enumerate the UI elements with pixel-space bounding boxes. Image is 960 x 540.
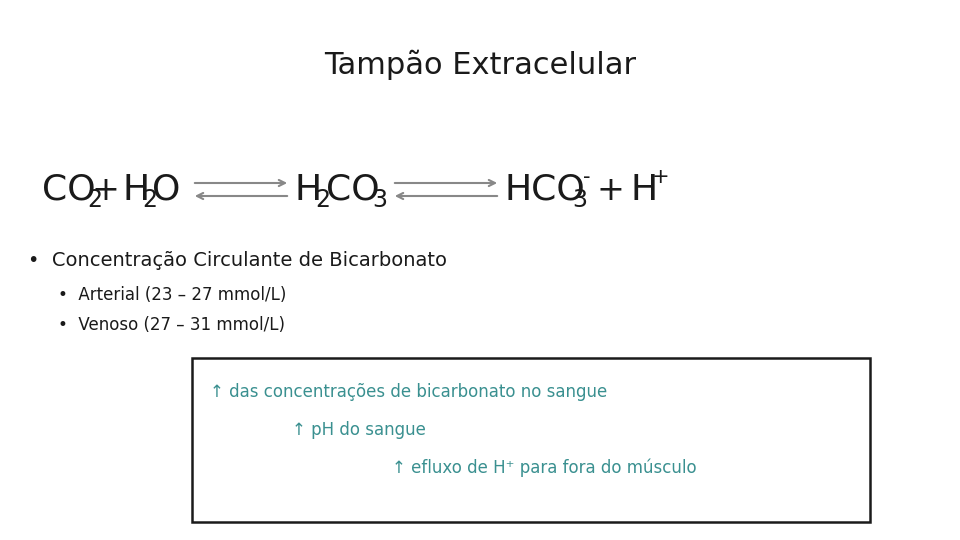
- Text: •  Arterial (23 – 27 mmol/L): • Arterial (23 – 27 mmol/L): [58, 286, 286, 304]
- Text: 2: 2: [87, 188, 102, 212]
- Text: H: H: [630, 173, 658, 207]
- Text: 2: 2: [142, 188, 157, 212]
- Text: •  Concentração Circulante de Bicarbonato: • Concentração Circulante de Bicarbonato: [28, 251, 447, 269]
- Text: +: +: [596, 173, 624, 206]
- Text: ↑ das concentrações de bicarbonato no sangue: ↑ das concentrações de bicarbonato no sa…: [210, 383, 608, 401]
- Text: CO: CO: [326, 173, 379, 207]
- Text: HCO: HCO: [505, 173, 586, 207]
- Text: CO: CO: [42, 173, 96, 207]
- Text: H: H: [295, 173, 323, 207]
- Text: +: +: [652, 167, 670, 187]
- Text: •  Venoso (27 – 31 mmol/L): • Venoso (27 – 31 mmol/L): [58, 316, 285, 334]
- Text: 2: 2: [315, 188, 330, 212]
- Text: Tampão Extracelular: Tampão Extracelular: [324, 50, 636, 80]
- Text: +: +: [91, 173, 119, 206]
- Text: ↑ pH do sangue: ↑ pH do sangue: [292, 421, 426, 439]
- Bar: [192, 358, 870, 522]
- Text: ↑ efluxo de H⁺ para fora do músculo: ↑ efluxo de H⁺ para fora do músculo: [392, 459, 697, 477]
- Text: -: -: [583, 167, 590, 187]
- Text: O: O: [152, 173, 180, 207]
- Text: H: H: [122, 173, 149, 207]
- Text: 3: 3: [372, 188, 387, 212]
- Text: 3: 3: [572, 188, 587, 212]
